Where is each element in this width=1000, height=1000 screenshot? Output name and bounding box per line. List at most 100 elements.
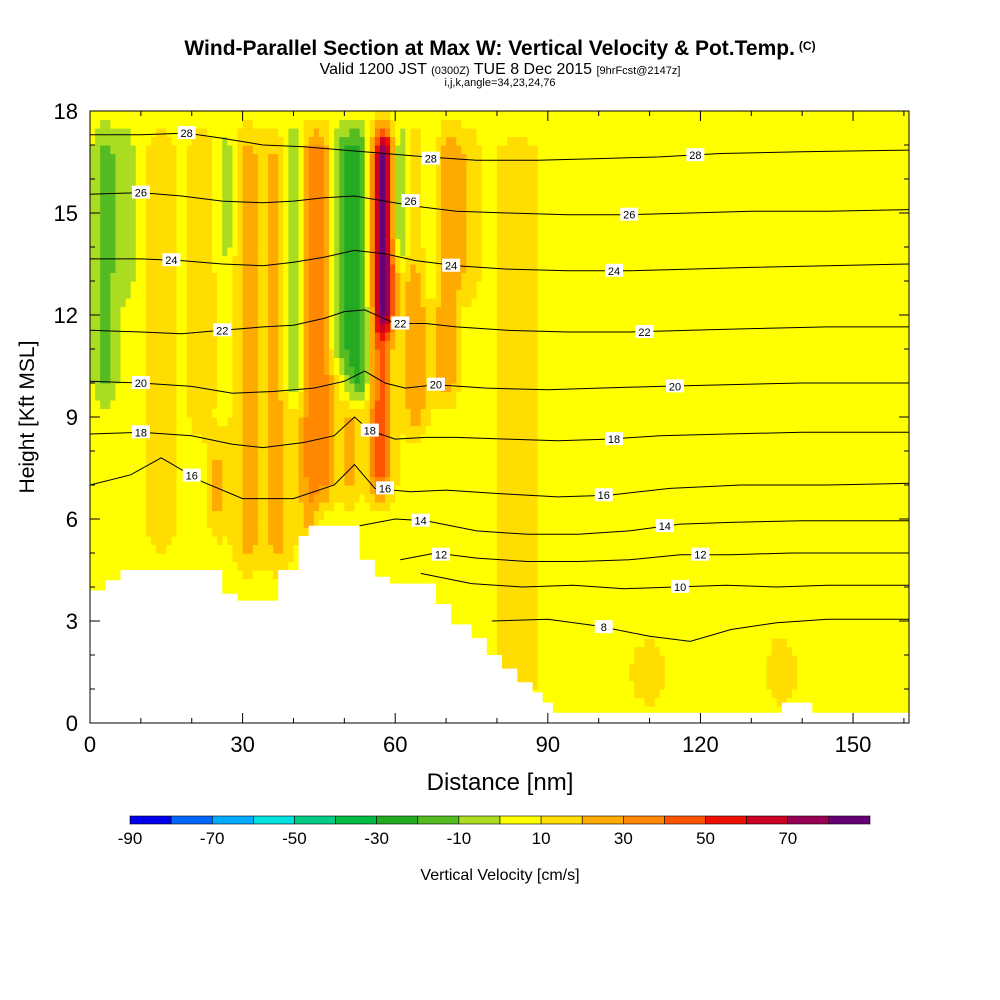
velocity-cell — [227, 476, 234, 486]
velocity-cell — [425, 128, 432, 138]
velocity-cell — [298, 111, 305, 121]
velocity-cell — [252, 264, 259, 274]
velocity-cell — [207, 476, 213, 486]
velocity-cell — [329, 179, 335, 189]
velocity-cell — [395, 544, 401, 554]
velocity-cell — [298, 391, 305, 401]
velocity-cell — [273, 289, 279, 299]
velocity-cell — [324, 332, 330, 342]
velocity-cell — [308, 323, 315, 333]
velocity-cell — [324, 434, 330, 444]
velocity-cell — [120, 136, 127, 146]
velocity-cell — [303, 306, 310, 316]
velocity-cell — [145, 391, 152, 401]
velocity-cell — [222, 451, 228, 461]
velocity-cell — [222, 204, 228, 214]
velocity-cell — [151, 145, 157, 155]
velocity-cell — [110, 459, 117, 469]
velocity-cell — [308, 153, 315, 163]
velocity-cell — [151, 468, 157, 478]
velocity-cell — [339, 417, 345, 427]
velocity-cell — [324, 204, 330, 214]
velocity-cell — [222, 519, 228, 529]
velocity-cell — [145, 221, 152, 231]
velocity-cell — [288, 553, 295, 563]
velocity-cell — [425, 544, 432, 554]
velocity-cell — [212, 561, 218, 571]
velocity-cell — [140, 128, 147, 138]
velocity-cell — [130, 519, 137, 529]
velocity-cell — [313, 408, 320, 418]
velocity-cell — [420, 111, 427, 121]
velocity-cell — [222, 561, 228, 571]
velocity-cell — [395, 213, 401, 223]
velocity-cell — [156, 213, 162, 223]
velocity-cell — [298, 323, 305, 333]
velocity-cell — [222, 502, 228, 512]
velocity-cell — [303, 128, 310, 138]
velocity-cell — [405, 119, 412, 129]
velocity-cell — [374, 306, 381, 316]
velocity-cell — [237, 332, 244, 342]
velocity-cell — [415, 145, 422, 155]
velocity-cell — [318, 442, 325, 452]
velocity-cell — [410, 162, 417, 172]
velocity-cell — [232, 119, 239, 129]
velocity-cell — [334, 442, 340, 452]
velocity-cell — [161, 213, 167, 223]
velocity-cell — [130, 366, 137, 376]
velocity-cell — [303, 323, 310, 333]
velocity-cell — [105, 485, 111, 495]
velocity-cell — [232, 272, 239, 282]
velocity-cell — [156, 119, 162, 129]
velocity-cell — [390, 468, 396, 478]
velocity-cell — [364, 230, 371, 240]
velocity-cell — [420, 128, 427, 138]
velocity-cell — [395, 281, 401, 291]
velocity-cell — [288, 451, 295, 461]
velocity-cell — [115, 145, 122, 155]
velocity-cell — [156, 544, 162, 554]
velocity-cell — [181, 315, 188, 325]
velocity-cell — [288, 238, 295, 248]
velocity-cell — [334, 111, 340, 121]
velocity-cell — [130, 247, 137, 257]
velocity-cell — [212, 332, 218, 342]
velocity-cell — [135, 553, 142, 563]
velocity-cell — [171, 264, 178, 274]
velocity-cell — [379, 162, 386, 172]
velocity-cell — [415, 408, 422, 418]
velocity-cell — [374, 408, 381, 418]
velocity-cell — [441, 519, 447, 529]
velocity-cell — [120, 238, 127, 248]
velocity-cell — [288, 510, 295, 520]
velocity-cell — [140, 255, 147, 265]
velocity-cell — [435, 238, 442, 248]
velocity-cell — [212, 238, 218, 248]
velocity-cell — [161, 119, 167, 129]
velocity-cell — [191, 357, 198, 367]
velocity-cell — [120, 510, 127, 520]
velocity-cell — [140, 119, 147, 129]
velocity-cell — [207, 170, 213, 180]
velocity-cell — [405, 391, 412, 401]
velocity-cell — [400, 230, 406, 240]
velocity-cell — [95, 417, 101, 427]
velocity-cell — [278, 544, 284, 554]
velocity-cell — [430, 485, 437, 495]
velocity-cell — [247, 145, 254, 155]
velocity-cell — [329, 476, 335, 486]
velocity-cell — [247, 196, 254, 206]
velocity-cell — [349, 136, 356, 146]
velocity-cell — [191, 536, 198, 546]
velocity-cell — [364, 145, 371, 155]
velocity-cell — [262, 247, 269, 257]
velocity-cell — [120, 544, 127, 554]
velocity-cell — [156, 527, 162, 537]
velocity-cell — [293, 221, 300, 231]
velocity-cell — [90, 187, 96, 197]
velocity-cell — [90, 561, 96, 571]
velocity-cell — [156, 408, 162, 418]
velocity-cell — [344, 238, 351, 248]
velocity-cell — [364, 128, 371, 138]
